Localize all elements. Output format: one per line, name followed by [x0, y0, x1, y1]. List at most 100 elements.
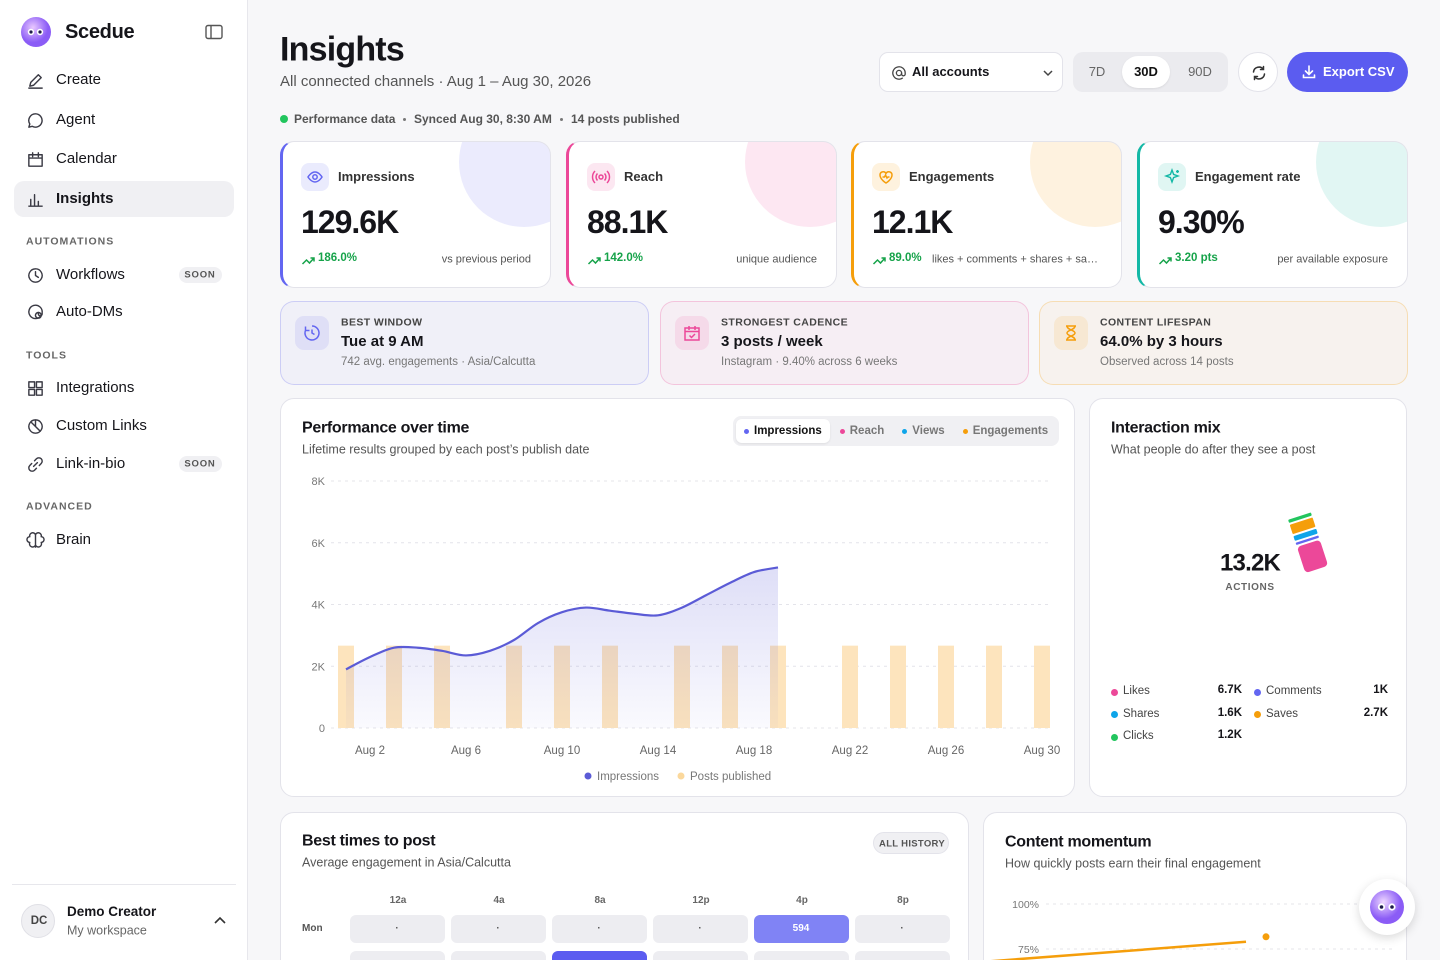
- column-label: 8p: [897, 895, 909, 906]
- heat-cell: ·: [552, 915, 647, 943]
- legend-label: Comments: [1266, 685, 1322, 698]
- chart-tab[interactable]: Reach: [832, 419, 893, 443]
- x-tick-label: Aug 18: [736, 745, 772, 757]
- icon-part: [21, 17, 51, 47]
- separator-dot: [560, 118, 563, 121]
- heat-cell: [754, 951, 849, 960]
- assistant-button[interactable]: [1359, 879, 1415, 935]
- nav-item[interactable]: Workflows: [56, 266, 125, 283]
- chart-subtitle: How quickly posts earn their final engag…: [1005, 856, 1261, 871]
- nav-item[interactable]: Agent: [56, 111, 96, 128]
- nav-active-bg: [14, 181, 234, 217]
- heat-cell: ·: [653, 915, 748, 943]
- legend-swatch: [1110, 711, 1118, 718]
- x-tick-label: Aug 30: [1024, 745, 1060, 757]
- mix-segment: [1295, 535, 1319, 545]
- highlight-value: Tue at 9 AM: [341, 333, 424, 350]
- heat-cell: ·: [451, 915, 546, 943]
- range-option[interactable]: 30D: [1134, 64, 1158, 80]
- icon-part: [1043, 70, 1053, 77]
- heat-cell-text: ·: [496, 923, 500, 934]
- icon-part: [26, 532, 45, 548]
- kpi-card: Reach 88.1K 142.0% unique audience: [566, 141, 837, 288]
- heat-cell-text: ·: [698, 923, 702, 934]
- highlight-icon-glyph: [1066, 325, 1076, 341]
- badge: SOON: [179, 456, 222, 472]
- nav-item[interactable]: Create: [56, 71, 102, 88]
- highlight-value: 64.0% by 3 hours: [1100, 333, 1223, 350]
- icon-part: [1066, 325, 1076, 341]
- icon-part: [1379, 905, 1384, 909]
- legend-swatch: [1253, 688, 1261, 696]
- nav-item[interactable]: Calendar: [56, 150, 117, 167]
- section-title: AUTOMATIONS: [26, 235, 115, 248]
- kpi-note: likes + comments + shares + saves: [932, 253, 1102, 266]
- icon-part: [28, 457, 43, 472]
- icon-part: [307, 171, 323, 183]
- plot: 0 2K 4K 6K 8K Aug 2 Aug 6 Aug 10 Aug 14 Aug 18 Aug…: [312, 476, 1061, 783]
- heat-cell: ·: [855, 915, 950, 943]
- legend-label: Posts published: [690, 771, 771, 783]
- nav-icon: [28, 457, 43, 472]
- icon-part: [1163, 167, 1181, 185]
- assistant-icon: [1370, 890, 1404, 924]
- chart-title: Interaction mix: [1111, 419, 1221, 437]
- badge-text: SOON: [184, 269, 216, 281]
- kpi-change: 89.0%: [889, 252, 922, 265]
- trend-icon: [872, 257, 886, 265]
- x-tick-label: Aug 22: [832, 745, 868, 757]
- range-option[interactable]: 90D: [1188, 64, 1212, 80]
- highlight-icon: [295, 316, 329, 350]
- account-select-text: All accounts: [912, 64, 990, 80]
- range-option[interactable]: 7D: [1088, 64, 1106, 80]
- divider: [12, 884, 236, 885]
- x-tick-label: Aug 2: [355, 745, 385, 757]
- highlight-note: Observed across 14 posts: [1100, 356, 1234, 369]
- nav-item[interactable]: Insights: [56, 190, 114, 207]
- nav-item[interactable]: Auto-DMs: [56, 303, 123, 320]
- download-icon: [1302, 65, 1316, 79]
- icon-part: [28, 74, 43, 89]
- icon-part: [1302, 65, 1316, 79]
- sidebar: Scedue Create Agent Calendar Insights AUTOMAT…: [0, 0, 248, 960]
- chart-tab[interactable]: Impressions: [736, 419, 830, 443]
- icon-part: [301, 257, 315, 265]
- highlight-card: BEST WINDOW Tue at 9 AM 742 avg. engagemen…: [280, 301, 649, 385]
- tab-dot: [962, 428, 968, 434]
- icon-part: [1158, 257, 1172, 265]
- heat-cell-text: 594: [792, 923, 810, 934]
- chart-tab[interactable]: Views: [894, 419, 952, 443]
- heat-cell: 594: [754, 915, 849, 943]
- tab-dot: [839, 428, 845, 434]
- icon-part: [312, 174, 318, 180]
- badge-text: ALL HISTORY: [879, 838, 945, 850]
- decor-circle: [1316, 142, 1407, 227]
- chart-card: Content momentum How quickly posts earn t…: [983, 812, 1407, 960]
- kpi-value: 129.6K: [301, 203, 399, 240]
- heat-cell: [552, 951, 647, 960]
- avatar: DC: [21, 904, 55, 938]
- kpi-icon-glyph: [307, 171, 323, 183]
- nav-item[interactable]: Custom Links: [56, 417, 147, 434]
- nav-item[interactable]: Integrations: [56, 379, 135, 396]
- legend-value: 1K: [1373, 684, 1388, 697]
- kpi-note: unique audience: [736, 253, 817, 266]
- chart-title: Performance over time: [302, 419, 470, 437]
- kpi-value: 9.30%: [1158, 203, 1245, 240]
- at-icon: [892, 66, 906, 80]
- refresh-button[interactable]: [1238, 52, 1278, 92]
- heat-cell-text: ·: [597, 923, 601, 934]
- legend-label: Likes: [1123, 685, 1150, 698]
- status-label: Performance data: [294, 111, 396, 126]
- icon-part: [38, 30, 42, 34]
- chart-tab[interactable]: Engagements: [955, 419, 1056, 443]
- chart-card: Interaction mix What people do after they…: [1089, 398, 1407, 797]
- nav-icon: [28, 194, 43, 207]
- nav-icon: [28, 74, 43, 89]
- export-button[interactable]: Export CSV: [1287, 52, 1408, 92]
- nav-item[interactable]: Link-in-bio: [56, 455, 126, 472]
- account-select[interactable]: All accounts: [879, 52, 1063, 92]
- column-label: 8a: [594, 895, 606, 906]
- nav-item[interactable]: Brain: [56, 531, 92, 548]
